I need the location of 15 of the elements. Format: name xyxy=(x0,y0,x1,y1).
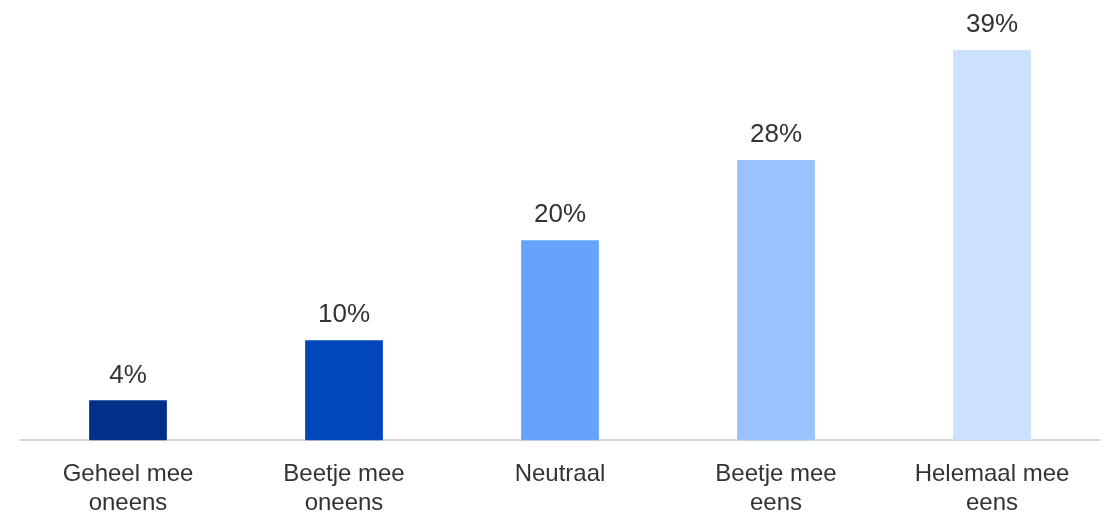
bar xyxy=(521,240,599,441)
x-tick-label: Neutraal xyxy=(514,459,606,487)
x-tick-label: Beetje mee eens xyxy=(715,459,837,516)
data-label: 4% xyxy=(109,358,147,389)
x-tick-label: Helemaal mee eens xyxy=(914,459,1070,516)
data-label: 39% xyxy=(965,8,1019,39)
bar xyxy=(89,400,167,441)
bar xyxy=(953,50,1031,441)
bar xyxy=(305,340,383,441)
x-tick-label: Geheel mee oneens xyxy=(62,459,194,516)
data-label: 10% xyxy=(317,298,371,329)
data-label: 28% xyxy=(749,118,803,149)
data-label: 20% xyxy=(533,198,587,229)
bar xyxy=(737,160,815,441)
x-tick-label: Beetje mee oneens xyxy=(283,459,405,516)
